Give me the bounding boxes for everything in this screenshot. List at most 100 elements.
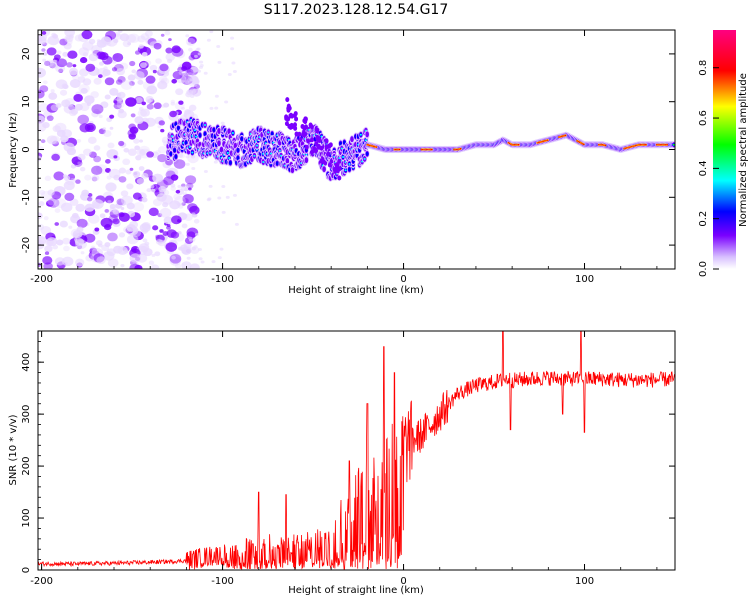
heatmap-cell — [459, 147, 462, 150]
heatmap-cell — [41, 31, 47, 35]
heatmap-cell — [155, 58, 162, 64]
heatmap-cell — [60, 135, 69, 143]
heatmap-cell — [96, 256, 106, 265]
heatmap-cell — [48, 92, 58, 100]
heatmap-cell — [184, 108, 191, 115]
heatmap-cell — [359, 133, 362, 136]
heatmap-cell — [191, 212, 196, 216]
heatmap-cell — [189, 77, 194, 82]
heatmap-cell — [339, 141, 342, 146]
heatmap-cell — [183, 188, 188, 192]
heatmap-cell — [216, 45, 221, 49]
heatmap-cell — [111, 67, 118, 72]
heatmap-cell — [63, 245, 70, 252]
heatmap-cell — [128, 33, 140, 43]
heatmap-cell — [76, 226, 84, 233]
heatmap-cell — [344, 169, 347, 172]
heatmap-cell — [132, 202, 145, 212]
heatmap-cell — [122, 158, 131, 166]
heatmap-cell — [174, 154, 178, 159]
heatmap-cell — [285, 97, 290, 103]
heatmap-cell — [141, 197, 148, 203]
heatmap-cell — [230, 47, 235, 51]
heatmap-cell — [148, 207, 159, 217]
x-tick-label: 100 — [575, 274, 594, 285]
heatmap-cell — [227, 73, 232, 77]
heatmap-cell — [200, 260, 205, 264]
heatmap-cell — [152, 225, 159, 231]
heatmap-cell — [102, 69, 111, 77]
heatmap-cell — [123, 147, 130, 153]
heatmap-cell — [240, 136, 244, 141]
heatmap-cell — [298, 136, 303, 142]
heatmap-cell — [134, 145, 141, 151]
colorbar-ticks: 0.0 0.2 0.4 0.6 0.8 — [698, 60, 719, 277]
heatmap-cell — [118, 167, 127, 174]
heatmap-cell — [38, 235, 47, 245]
heatmap-cell — [47, 197, 57, 206]
heatmap-cell — [364, 139, 368, 142]
heatmap-cell — [95, 164, 108, 174]
heatmap-cell — [348, 167, 351, 172]
heatmap-cell — [59, 89, 68, 96]
heatmap-cell — [169, 151, 173, 156]
heatmap-cell — [187, 153, 199, 164]
heatmap-cell — [46, 47, 57, 56]
heatmap-cell — [348, 163, 351, 166]
heatmap-cell — [197, 52, 202, 56]
heatmap-cell — [219, 247, 224, 251]
heatmap-cell — [129, 167, 134, 171]
heatmap-cell — [128, 133, 136, 140]
heatmap-cell — [141, 172, 149, 179]
heatmap-cell — [293, 125, 298, 131]
heatmap-cell — [46, 115, 54, 122]
heatmap-cell — [334, 162, 339, 168]
heatmap-cell — [43, 262, 53, 269]
heatmap-cell — [180, 106, 185, 110]
heatmap-cell — [181, 261, 192, 269]
heatmap-cell — [184, 185, 189, 189]
heatmap-cell — [118, 140, 125, 147]
heatmap-cell — [181, 66, 188, 72]
heatmap-cell — [77, 76, 86, 83]
heatmap-cell — [125, 97, 137, 107]
heatmap-cell — [163, 102, 170, 108]
heatmap-cell — [269, 152, 273, 155]
heatmap-cell — [129, 126, 139, 134]
heatmap-cell — [104, 242, 111, 248]
heatmap-cell — [87, 136, 97, 144]
heatmap-cell — [100, 101, 109, 109]
heatmap-cell — [54, 122, 67, 133]
heatmap-cell — [129, 253, 141, 263]
heatmap-cell — [228, 160, 232, 165]
heatmap-cell — [154, 251, 161, 257]
heatmap-cell — [314, 147, 319, 153]
heatmap-cell — [113, 102, 122, 110]
heatmap-cell — [80, 251, 85, 255]
heatmap-cell — [60, 202, 73, 213]
heatmap-cell — [77, 114, 90, 125]
snr-ticks: -200 -100 0 100 0 100 200 300 400 — [21, 330, 675, 587]
heatmap-cell — [188, 47, 193, 52]
heatmap-cell — [342, 140, 346, 145]
heatmap-cell — [165, 242, 178, 252]
heatmap-cell — [130, 113, 136, 118]
heatmap-cell — [75, 258, 85, 267]
heatmap-cell — [93, 155, 102, 163]
heatmap-cell — [117, 76, 126, 83]
heatmap-cell — [38, 142, 41, 147]
heatmap-cell — [177, 126, 180, 131]
heatmap-cell — [78, 83, 90, 94]
heatmap-cell — [203, 170, 208, 174]
colorbar-tick-label: 0.4 — [698, 160, 709, 176]
heatmap-cell — [171, 45, 181, 54]
heatmap-cell — [225, 195, 230, 199]
heatmap-cell — [118, 108, 125, 114]
heatmap-cell — [50, 104, 59, 112]
heatmap-cell — [103, 130, 112, 138]
heatmap-cell — [81, 189, 90, 197]
heatmap-cell — [174, 195, 186, 206]
heatmap-cell — [217, 60, 222, 64]
heatmap-cell — [185, 155, 190, 159]
heatmap-cell — [79, 166, 86, 172]
